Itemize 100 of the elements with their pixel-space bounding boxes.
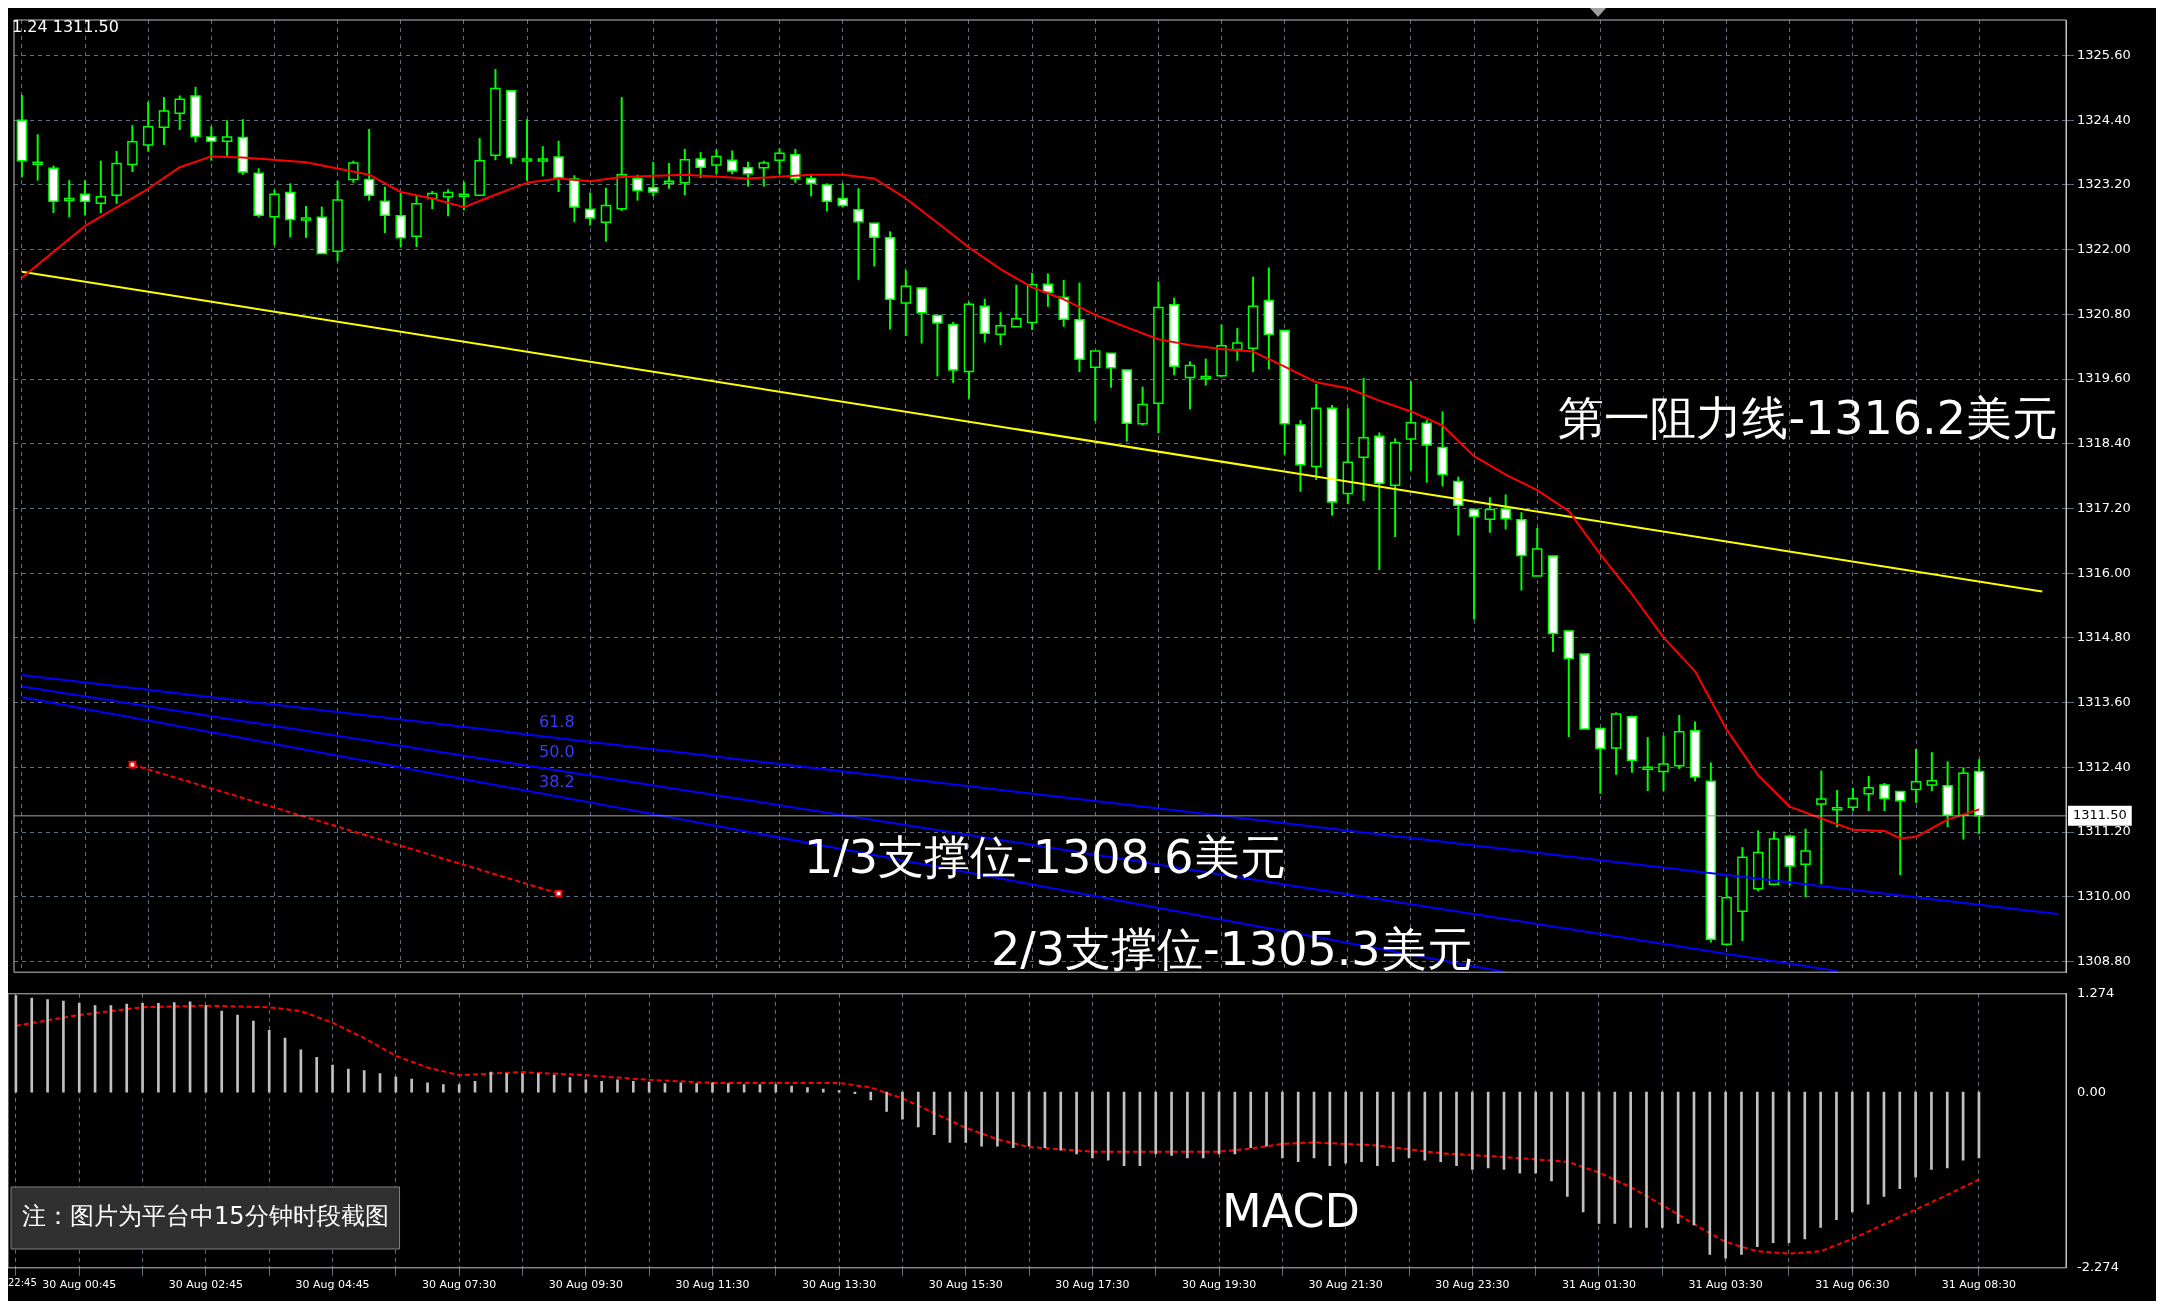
y-tick-label: 0.00 bbox=[2077, 1083, 2106, 1099]
bar bbox=[1170, 1091, 1173, 1156]
annotation: 1.24 1311.50 bbox=[12, 17, 119, 37]
bar bbox=[1265, 1091, 1268, 1147]
bar bbox=[1360, 1091, 1363, 1163]
bar bbox=[410, 1078, 414, 1093]
x-tick-label: 30 Aug 04:45 bbox=[295, 1278, 370, 1292]
bar bbox=[62, 1000, 65, 1093]
bar bbox=[362, 1070, 366, 1093]
bar bbox=[1344, 1091, 1348, 1164]
bar bbox=[1439, 1091, 1443, 1163]
x-tick-label: 30 Aug 15:30 bbox=[928, 1278, 1003, 1292]
y-tick-label: 1319.60 bbox=[2077, 370, 2131, 386]
x-tick-label: 31 Aug 08:30 bbox=[1941, 1278, 2017, 1292]
bar bbox=[77, 1003, 81, 1093]
y-tick-label: 1312.40 bbox=[2077, 758, 2131, 774]
bar bbox=[1566, 1091, 1569, 1197]
bar bbox=[252, 1020, 255, 1093]
bar bbox=[1660, 1091, 1664, 1228]
bar bbox=[631, 1081, 635, 1093]
annotation: 50.0 bbox=[539, 742, 575, 762]
bar bbox=[837, 1090, 841, 1093]
bar bbox=[901, 1091, 904, 1120]
x-tick-label: 31 Aug 06:30 bbox=[1815, 1278, 1890, 1292]
bar bbox=[790, 1085, 793, 1093]
bar bbox=[1550, 1091, 1553, 1182]
y-tick-label: -2.274 bbox=[2077, 1259, 2119, 1275]
bar bbox=[996, 1091, 999, 1147]
y-tick-label: 1.274 bbox=[2077, 985, 2115, 1001]
bar bbox=[30, 997, 34, 1093]
x-tick-label: 30 Aug 00:45 bbox=[42, 1278, 117, 1292]
bar bbox=[1645, 1091, 1648, 1228]
bar bbox=[426, 1082, 429, 1093]
bar bbox=[521, 1073, 524, 1093]
annotation: MACD bbox=[1222, 1183, 1360, 1238]
bar bbox=[1945, 1091, 1949, 1169]
bar bbox=[1011, 1091, 1015, 1149]
x-tick-label: 30 Aug 07:30 bbox=[422, 1278, 497, 1292]
bar bbox=[821, 1088, 825, 1093]
annotation: 注：图片为平台中15分钟时段截图 bbox=[22, 1202, 389, 1231]
bar bbox=[331, 1064, 334, 1093]
annotation: 第一阻力线-1316.2美元 bbox=[1558, 390, 2058, 445]
x-tick-label: 30 Aug 17:30 bbox=[1055, 1278, 1130, 1292]
bar bbox=[141, 1003, 144, 1093]
y-tick-label: 1318.40 bbox=[2077, 435, 2131, 451]
bar bbox=[616, 1079, 619, 1093]
bar bbox=[1755, 1091, 1759, 1247]
bar bbox=[1059, 1091, 1063, 1151]
bar bbox=[220, 1010, 224, 1093]
y-tick-label: 1324.40 bbox=[2077, 111, 2131, 127]
bar bbox=[1281, 1091, 1284, 1159]
y-tick-label: 1316.00 bbox=[2077, 564, 2131, 580]
bar bbox=[1740, 1091, 1743, 1255]
bar bbox=[1201, 1091, 1205, 1159]
bar bbox=[442, 1084, 445, 1093]
y-tick-label: 1322.00 bbox=[2077, 241, 2131, 257]
x-tick-label: 31 Aug 03:30 bbox=[1688, 1278, 1763, 1292]
y-tick-label: 1314.80 bbox=[2077, 629, 2131, 645]
bar bbox=[236, 1014, 239, 1093]
bar bbox=[157, 1003, 160, 1093]
bar bbox=[1154, 1091, 1158, 1155]
bar bbox=[869, 1091, 873, 1101]
bar bbox=[980, 1091, 983, 1147]
annotation: 61.8 bbox=[539, 712, 575, 732]
bar bbox=[1106, 1091, 1110, 1161]
annotation: 38.2 bbox=[539, 772, 575, 792]
bar bbox=[457, 1084, 461, 1093]
bar bbox=[1186, 1091, 1189, 1159]
bar bbox=[1629, 1091, 1632, 1228]
bar bbox=[1898, 1091, 1902, 1190]
bar bbox=[885, 1091, 888, 1112]
bar bbox=[1455, 1091, 1458, 1166]
y-tick-label: 1310.00 bbox=[2077, 888, 2131, 904]
x-tick-label: 30 Aug 11:30 bbox=[675, 1278, 750, 1292]
y-tick-label: 1325.60 bbox=[2077, 46, 2131, 62]
bar bbox=[1819, 1091, 1822, 1228]
y-tick-label: 1323.20 bbox=[2077, 176, 2131, 192]
bar bbox=[1075, 1091, 1078, 1155]
bar bbox=[1471, 1091, 1474, 1170]
bar bbox=[1708, 1091, 1712, 1255]
bar bbox=[1376, 1091, 1379, 1166]
x-tick-label: 30 Aug 19:30 bbox=[1181, 1278, 1257, 1292]
bar bbox=[267, 1030, 271, 1093]
x-tick-label: 30 Aug 09:30 bbox=[548, 1278, 623, 1292]
bar bbox=[1534, 1091, 1537, 1174]
bar bbox=[695, 1083, 698, 1093]
bar bbox=[505, 1073, 508, 1093]
bar bbox=[1249, 1091, 1253, 1149]
bar bbox=[711, 1082, 714, 1093]
bar bbox=[172, 1002, 176, 1093]
bar bbox=[1613, 1091, 1617, 1224]
bar bbox=[1486, 1091, 1490, 1169]
y-tick-label: 1317.20 bbox=[2077, 499, 2131, 515]
bar bbox=[964, 1091, 968, 1143]
bar bbox=[679, 1082, 683, 1093]
y-tick-label: 1311.20 bbox=[2077, 823, 2131, 839]
bar bbox=[1091, 1091, 1094, 1159]
bar bbox=[1803, 1091, 1807, 1240]
x-tick-label: 30 Aug 02:45 bbox=[168, 1278, 243, 1292]
bar bbox=[806, 1087, 809, 1093]
